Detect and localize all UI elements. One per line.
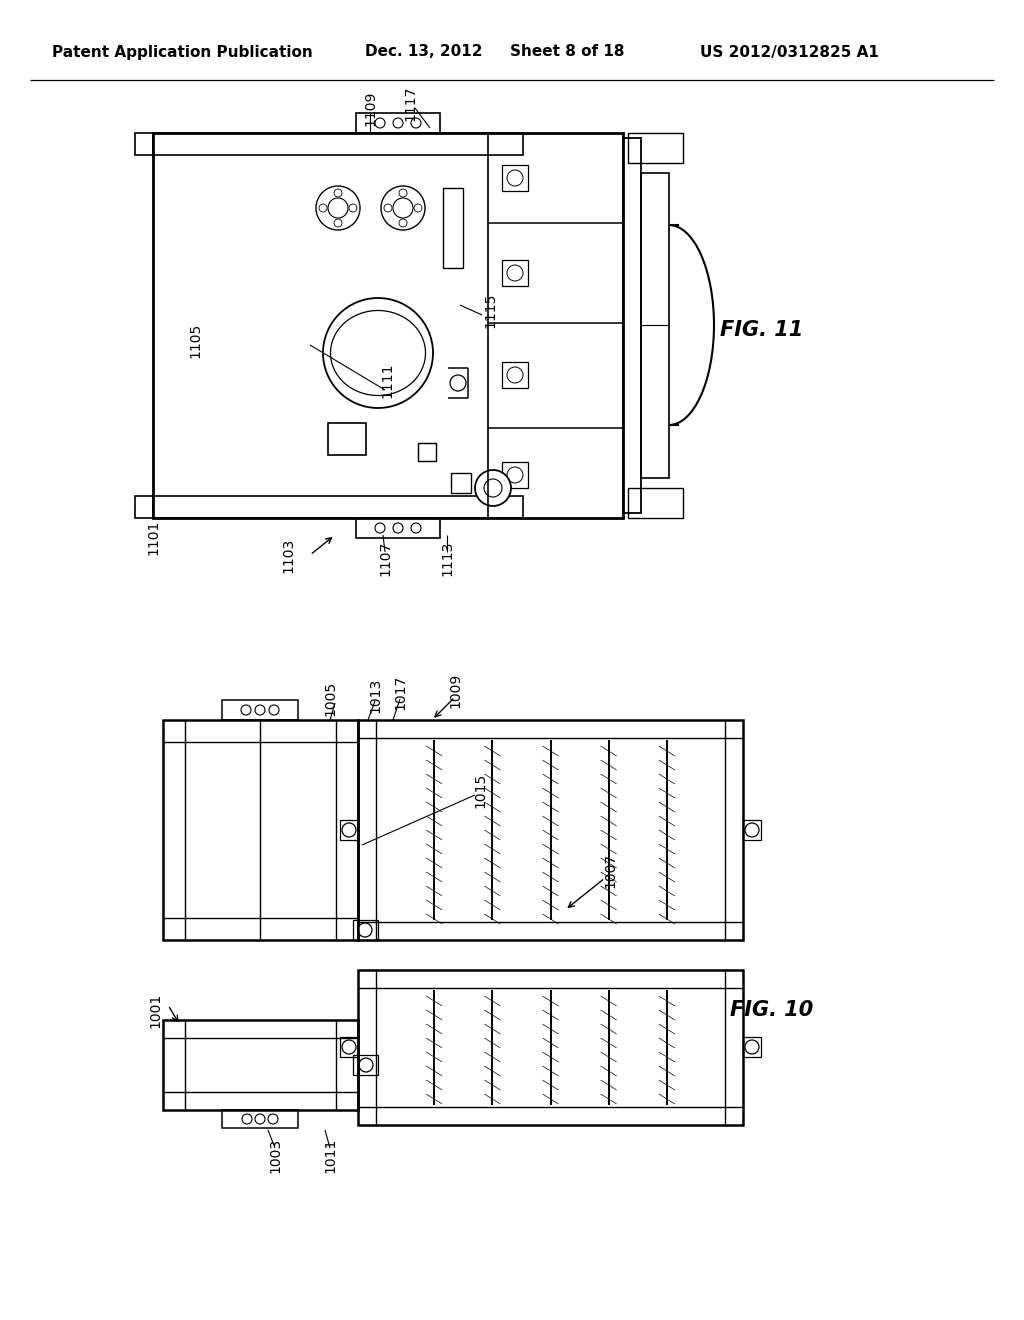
Bar: [502, 362, 528, 388]
Circle shape: [241, 705, 251, 715]
Circle shape: [269, 705, 279, 715]
Bar: [502, 165, 528, 191]
Text: FIG. 10: FIG. 10: [730, 1001, 813, 1020]
Text: 1115: 1115: [483, 292, 497, 327]
Bar: [153, 133, 523, 154]
Text: 1105: 1105: [188, 322, 202, 358]
Text: 1001: 1001: [148, 993, 162, 1028]
Bar: [743, 820, 761, 840]
Text: 1111: 1111: [380, 362, 394, 397]
Circle shape: [342, 822, 356, 837]
Circle shape: [507, 467, 523, 483]
Text: 1005: 1005: [323, 680, 337, 715]
Bar: [418, 444, 436, 461]
Circle shape: [323, 298, 433, 408]
Circle shape: [393, 117, 403, 128]
Bar: [135, 133, 153, 154]
Bar: [356, 517, 440, 539]
Circle shape: [393, 523, 403, 533]
Bar: [418, 444, 436, 461]
Bar: [641, 173, 669, 478]
Circle shape: [334, 189, 342, 197]
Circle shape: [399, 189, 407, 197]
Circle shape: [342, 1040, 356, 1053]
Circle shape: [507, 265, 523, 281]
Text: US 2012/0312825 A1: US 2012/0312825 A1: [700, 45, 879, 59]
Circle shape: [393, 198, 413, 218]
Bar: [135, 496, 153, 517]
Circle shape: [507, 367, 523, 383]
Circle shape: [484, 479, 502, 498]
Text: Dec. 13, 2012: Dec. 13, 2012: [365, 45, 482, 59]
Text: 1017: 1017: [393, 675, 407, 710]
Text: FIG. 11: FIG. 11: [720, 319, 803, 341]
Ellipse shape: [331, 310, 426, 396]
Circle shape: [316, 186, 360, 230]
Circle shape: [349, 205, 357, 213]
Bar: [328, 422, 366, 455]
Bar: [628, 133, 683, 162]
Bar: [502, 260, 528, 286]
Circle shape: [334, 219, 342, 227]
Circle shape: [411, 117, 421, 128]
Text: 1109: 1109: [362, 90, 377, 125]
Bar: [153, 133, 623, 517]
Text: 1113: 1113: [440, 540, 454, 576]
Text: 1117: 1117: [403, 86, 417, 120]
Text: 1015: 1015: [473, 772, 487, 808]
Bar: [628, 488, 683, 517]
Bar: [163, 1020, 358, 1110]
Text: 1103: 1103: [281, 537, 295, 573]
Bar: [222, 1110, 298, 1129]
Text: 1013: 1013: [368, 677, 382, 713]
Circle shape: [359, 1059, 373, 1072]
Circle shape: [319, 205, 327, 213]
Bar: [623, 139, 641, 513]
Text: 1007: 1007: [603, 853, 617, 887]
Circle shape: [745, 822, 759, 837]
Bar: [358, 719, 743, 940]
Bar: [340, 820, 358, 840]
Bar: [222, 700, 298, 719]
Circle shape: [375, 523, 385, 533]
Text: 1101: 1101: [146, 519, 160, 554]
Circle shape: [242, 1114, 252, 1125]
Circle shape: [507, 170, 523, 186]
Text: 1003: 1003: [268, 1138, 282, 1172]
Bar: [443, 187, 463, 268]
Circle shape: [358, 923, 372, 937]
Circle shape: [475, 470, 511, 506]
Bar: [356, 114, 440, 133]
Bar: [353, 1055, 378, 1074]
Circle shape: [255, 705, 265, 715]
Circle shape: [384, 205, 392, 213]
Bar: [163, 719, 358, 940]
Text: 1009: 1009: [449, 672, 462, 708]
Circle shape: [255, 1114, 265, 1125]
Text: 1011: 1011: [323, 1138, 337, 1172]
Bar: [358, 970, 743, 1125]
Circle shape: [745, 1040, 759, 1053]
Circle shape: [328, 198, 348, 218]
Text: 1107: 1107: [378, 540, 392, 576]
Circle shape: [375, 117, 385, 128]
Bar: [153, 496, 523, 517]
Text: Sheet 8 of 18: Sheet 8 of 18: [510, 45, 625, 59]
Bar: [353, 920, 378, 940]
Bar: [451, 473, 471, 492]
Circle shape: [399, 219, 407, 227]
Bar: [743, 1038, 761, 1057]
Circle shape: [381, 186, 425, 230]
Circle shape: [411, 523, 421, 533]
Circle shape: [450, 375, 466, 391]
Bar: [340, 1038, 358, 1057]
Circle shape: [268, 1114, 278, 1125]
Bar: [502, 462, 528, 488]
Circle shape: [414, 205, 422, 213]
Text: Patent Application Publication: Patent Application Publication: [52, 45, 312, 59]
